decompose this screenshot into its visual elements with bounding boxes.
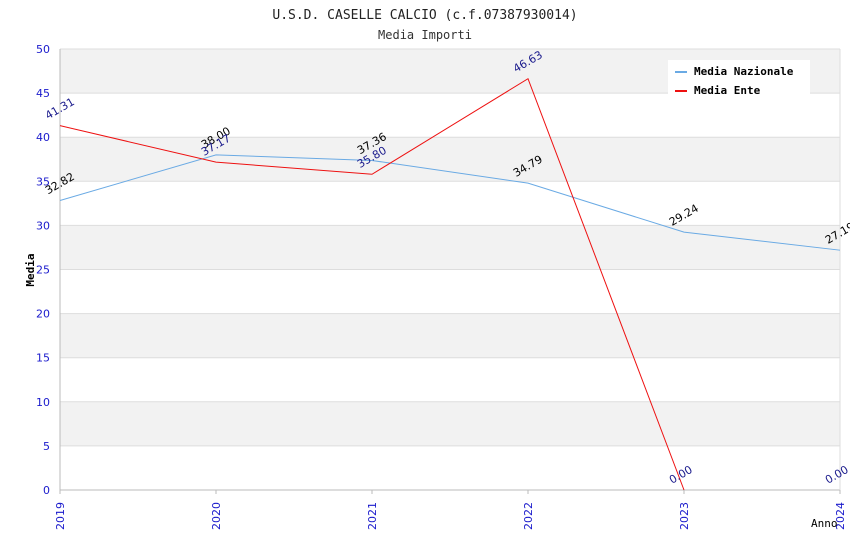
plot-band [60,181,840,226]
y-tick-label: 45 [36,87,50,100]
plot-band [60,357,840,402]
series-line-media-nazionale [59,154,841,251]
y-tick-label: 35 [36,175,50,188]
y-tick-label: 40 [36,131,50,144]
y-tick-label: 25 [36,264,50,277]
plot-band [60,445,840,490]
plot-background-bands [60,49,840,490]
y-tick-label: 20 [36,308,50,321]
x-tick-label: 2021 [366,502,379,530]
chart-subtitle: Media Importi [378,28,472,42]
x-tick-label: 2019 [54,502,67,530]
plot-band [60,137,840,182]
x-axis-label: Anno [811,517,838,530]
series-lines [59,77,841,491]
axes: 0 5 10 15 20 25 30 35 40 45 50 2019 2020 2021 2022 2023… [36,43,847,530]
y-tick-label: 50 [36,43,50,56]
x-tick-label: 2024 [834,502,847,530]
legend-label-media-nazionale: Media Nazionale [694,65,794,78]
y-axis-label: Media [24,253,37,286]
series-line-media-ente [59,77,685,491]
plot-band [60,313,840,358]
y-tick-label: 30 [36,219,50,232]
y-tick-label: 0 [43,484,50,497]
plot-band [60,93,840,138]
y-tick-label: 10 [36,396,50,409]
y-tick-label: 15 [36,352,50,365]
plot-band [60,225,840,270]
plot-band [60,401,840,446]
chart-title: U.S.D. CASELLE CALCIO (c.f.07387930014) [272,8,577,23]
y-tick-label: 5 [43,440,50,453]
legend-box [668,60,810,96]
legend-label-media-ente: Media Ente [694,84,761,97]
x-tick-label: 2020 [210,502,223,530]
legend: Media Nazionale Media Ente [668,60,810,97]
x-tick-label: 2023 [678,502,691,530]
x-tick-label: 2022 [522,502,535,530]
plot-band [60,269,840,314]
